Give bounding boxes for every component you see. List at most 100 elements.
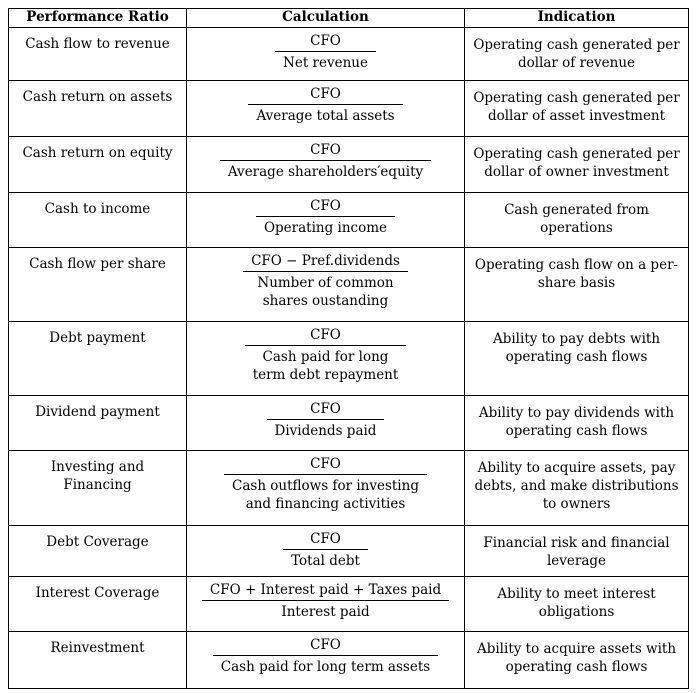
fraction: CFO Cash outflows for investing and finan… <box>224 455 427 513</box>
calculation-cell: CFO Operating income <box>186 192 465 248</box>
ratio-name: Reinvestment <box>50 640 145 656</box>
table-row: Cash flow per share CFO − Pref.dividends N… <box>8 247 689 322</box>
ratio-cell: Debt payment <box>8 321 187 396</box>
numerator: CFO − Pref.dividends <box>243 252 408 272</box>
indication-text: Ability to meet interest obligations <box>497 586 656 620</box>
ratio-name: Debt payment <box>49 330 146 346</box>
indication-text: Ability to acquire assets with operating… <box>476 641 677 675</box>
table-row: Reinvestment CFO Cash paid for long term a… <box>8 631 689 689</box>
fraction: CFO Average total assets <box>248 85 403 125</box>
denominator: Average shareholders′equity <box>227 164 424 180</box>
numerator: CFO <box>255 197 396 217</box>
indication-text: Operating cash generated per dollar of a… <box>473 90 680 124</box>
fraction: CFO Net revenue <box>275 32 376 72</box>
numerator: CFO <box>212 636 439 656</box>
calculation-cell: CFO Average total assets <box>186 80 465 137</box>
table-row: Debt payment CFO Cash paid for long term d… <box>8 321 689 396</box>
calculation-cell: CFO Net revenue <box>186 27 465 81</box>
ratio-cell: Dividend payment <box>8 395 187 451</box>
fraction: CFO Operating income <box>255 197 396 237</box>
performance-ratio-table: Performance Ratio Calculation Indication… <box>8 8 689 689</box>
indication-text: Ability to acquire assets, pay debts, an… <box>474 460 679 512</box>
denominator: Dividends paid <box>274 423 377 439</box>
calculation-cell: CFO Average shareholders′equity <box>186 136 465 193</box>
numerator: CFO <box>275 32 376 52</box>
ratio-cell: Cash flow to revenue <box>8 27 187 81</box>
denominator: Number of common shares oustanding <box>257 275 394 309</box>
fraction: CFO Cash paid for long term debt repaymen… <box>244 326 407 384</box>
header-indication: Indication <box>464 8 689 28</box>
calculation-cell: CFO Cash paid for long term debt repaymen… <box>186 321 465 396</box>
denominator: Cash paid for long term debt repayment <box>252 349 399 383</box>
ratio-name: Cash return on equity <box>22 145 173 161</box>
ratio-cell: Reinvestment <box>8 631 187 689</box>
table-row: Dividend payment CFO Dividends paid Ability… <box>8 395 689 451</box>
table-row: Interest Coverage CFO + Interest paid + T… <box>8 576 689 632</box>
header-row: Performance Ratio Calculation Indication <box>8 8 689 28</box>
calculation-cell: CFO Total debt <box>186 525 465 577</box>
fraction: CFO Total debt <box>283 530 368 570</box>
numerator: CFO <box>244 326 407 346</box>
indication-cell: Operating cash generated per dollar of a… <box>464 80 689 137</box>
table-row: Cash return on assets CFO Average total as… <box>8 80 689 137</box>
table-row: Cash to income CFO Operating income Cash ge… <box>8 192 689 248</box>
fraction: CFO Average shareholders′equity <box>219 141 432 181</box>
calculation-cell: CFO + Interest paid + Taxes paid Interest… <box>186 576 465 632</box>
numerator: CFO <box>283 530 368 550</box>
ratio-cell: Cash return on equity <box>8 136 187 193</box>
denominator: Operating income <box>263 220 388 236</box>
indication-cell: Financial risk and financial leverage <box>464 525 689 577</box>
denominator: Total debt <box>291 553 360 569</box>
ratio-cell: Investing and Financing <box>8 450 187 526</box>
indication-text: Financial risk and financial leverage <box>483 535 670 569</box>
calculation-cell: CFO Cash paid for long term assets <box>186 631 465 689</box>
indication-cell: Ability to pay debts with operating cash… <box>464 321 689 396</box>
indication-cell: Operating cash generated per dollar of o… <box>464 136 689 193</box>
ratio-cell: Cash to income <box>8 192 187 248</box>
header-calculation: Calculation <box>186 8 465 28</box>
denominator: Cash paid for long term assets <box>220 659 431 675</box>
table-row: Cash return on equity CFO Average sharehol… <box>8 136 689 193</box>
ratio-name: Interest Coverage <box>35 585 160 601</box>
ratio-cell: Cash return on assets <box>8 80 187 137</box>
table-row: Cash flow to revenue CFO Net revenue Operat… <box>8 27 689 81</box>
fraction: CFO Dividends paid <box>266 400 385 440</box>
denominator: Net revenue <box>283 55 368 71</box>
numerator: CFO <box>224 455 427 475</box>
fraction: CFO Cash paid for long term assets <box>212 636 439 676</box>
indication-text: Ability to pay debts with operating cash… <box>492 331 661 365</box>
denominator: Cash outflows for investing and financin… <box>232 478 419 512</box>
denominator: Interest paid <box>281 604 370 620</box>
ratio-name: Cash flow per share <box>29 256 166 272</box>
indication-text: Operating cash flow on a per- share basi… <box>474 257 679 291</box>
indication-cell: Operating cash generated per dollar of r… <box>464 27 689 81</box>
indication-cell: Cash generated from operations <box>464 192 689 248</box>
calculation-cell: CFO − Pref.dividends Number of common sha… <box>186 247 465 322</box>
indication-cell: Ability to acquire assets with operating… <box>464 631 689 689</box>
numerator: CFO + Interest paid + Taxes paid <box>201 581 450 601</box>
indication-text: Operating cash generated per dollar of o… <box>473 146 680 180</box>
ratio-name: Cash flow to revenue <box>25 36 170 52</box>
denominator: Average total assets <box>256 108 395 124</box>
indication-cell: Ability to meet interest obligations <box>464 576 689 632</box>
calculation-cell: CFO Cash outflows for investing and finan… <box>186 450 465 526</box>
fraction: CFO + Interest paid + Taxes paid Interest… <box>201 581 450 621</box>
fraction: CFO − Pref.dividends Number of common sha… <box>243 252 408 310</box>
ratio-name: Dividend payment <box>35 404 160 420</box>
indication-text: Ability to pay dividends with operating … <box>478 405 675 439</box>
header-performance-ratio: Performance Ratio <box>8 8 187 28</box>
ratio-name: Cash to income <box>44 201 151 217</box>
numerator: CFO <box>248 85 403 105</box>
calculation-cell: CFO Dividends paid <box>186 395 465 451</box>
ratio-name: Investing and Financing <box>50 459 145 493</box>
ratio-cell: Cash flow per share <box>8 247 187 322</box>
ratio-cell: Interest Coverage <box>8 576 187 632</box>
indication-text: Operating cash generated per dollar of r… <box>473 37 680 71</box>
indication-cell: Operating cash flow on a per- share basi… <box>464 247 689 322</box>
ratio-cell: Debt Coverage <box>8 525 187 577</box>
ratio-name: Debt Coverage <box>46 534 149 550</box>
numerator: CFO <box>266 400 385 420</box>
numerator: CFO <box>219 141 432 161</box>
indication-cell: Ability to pay dividends with operating … <box>464 395 689 451</box>
ratio-name: Cash return on assets <box>22 89 173 105</box>
